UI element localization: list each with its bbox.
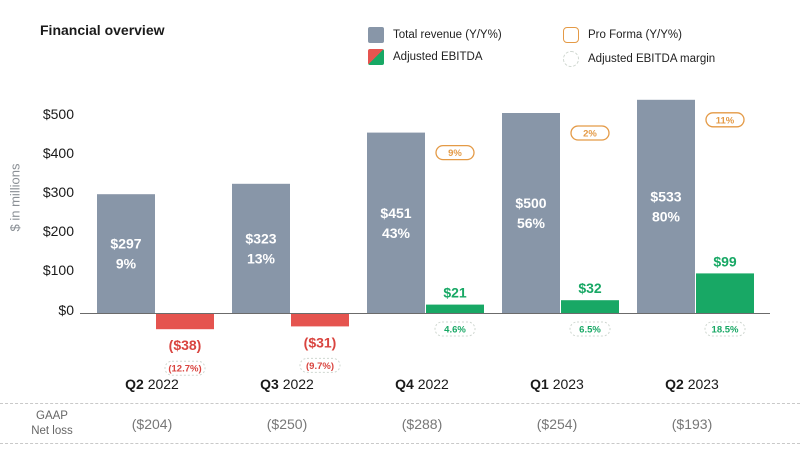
pro-forma-badge [570,125,610,141]
legend-revenue-label: Total revenue (Y/Y%) [393,29,502,41]
revenue-value-label: $297 [110,236,141,252]
gaap-net-loss-value: ($254) [536,416,578,432]
legend-margin: Adjusted EBITDA margin [563,51,715,67]
margin-badge [569,321,611,337]
table-divider [0,403,800,404]
pro-forma-label: 2% [583,129,597,140]
ebitda-bar [156,314,214,330]
y-tick-label: $400 [42,145,74,161]
revenue-value-label: $323 [245,230,276,246]
revenue-yoy-label: 43% [382,225,411,241]
pro-forma-badge [705,112,745,128]
revenue-value-label: $451 [380,205,411,221]
margin-badge [704,321,746,337]
revenue-value-label: $533 [650,188,681,204]
legend-pro-forma-label: Pro Forma (Y/Y%) [588,29,682,41]
pro-forma-label: 9% [448,148,462,159]
ebitda-value-label: ($38) [169,337,202,353]
legend-ebitda: Adjusted EBITDA [368,49,482,65]
pro-forma-swatch-icon [563,27,579,43]
margin-label: (12.7%) [168,364,201,375]
ebitda-swatch-icon [368,49,384,65]
pro-forma-badge [435,144,475,161]
ebitda-value-label: ($31) [304,334,337,350]
ebitda-bar [291,314,349,327]
margin-swatch-icon [563,51,579,67]
ebitda-bar [426,304,484,313]
gaap-net-loss-value: ($250) [266,416,308,432]
margin-label: 6.5% [579,325,601,336]
ebitda-bar [696,273,754,313]
revenue-bar [97,194,155,313]
margin-badge [164,360,206,376]
x-tick-label: Q3 2022 [260,376,314,392]
revenue-swatch-icon [368,27,384,43]
x-tick-label: Q4 2022 [395,376,449,392]
gaap-net-loss-value: ($204) [131,416,173,432]
x-tick-label: Q2 2023 [665,376,719,392]
margin-label: 4.6% [444,325,466,336]
legend-revenue: Total revenue (Y/Y%) [368,27,502,43]
revenue-bar [502,113,560,313]
ebitda-value-label: $32 [578,280,602,296]
pro-forma-label: 11% [716,115,735,126]
ebitda-value-label: $21 [443,285,467,301]
legend-ebitda-label: Adjusted EBITDA [393,51,483,63]
revenue-yoy-label: 80% [652,208,681,224]
revenue-yoy-label: 9% [116,256,137,272]
margin-badge [299,357,341,373]
x-tick-label: Q2 2022 [125,376,179,392]
revenue-yoy-label: 13% [247,250,276,266]
table-divider [0,443,800,444]
revenue-value-label: $500 [515,195,546,211]
y-tick-label: $300 [42,184,74,200]
revenue-bar [232,183,290,313]
y-tick-label: $100 [42,262,74,278]
gaap-net-loss-value: ($193) [671,416,713,432]
revenue-bar [367,132,425,313]
chart-title: Financial overview [40,22,165,38]
y-tick-label: $500 [42,106,74,122]
legend-margin-label: Adjusted EBITDA margin [588,53,716,65]
gaap-net-loss-value: ($288) [401,416,443,432]
ebitda-value-label: $99 [713,253,737,269]
revenue-yoy-label: 56% [517,215,546,231]
ebitda-bar [561,300,619,313]
gaap-row-header: GAAP Net loss [31,410,73,437]
margin-label: (9.7%) [306,361,334,372]
legend-pro-forma: Pro Forma (Y/Y%) [563,27,682,43]
y-tick-label: $0 [58,302,74,318]
x-tick-label: Q1 2023 [530,376,584,392]
y-tick-label: $200 [42,223,74,239]
margin-label: 18.5% [712,325,739,336]
revenue-bar [637,99,695,313]
margin-badge [434,321,476,337]
